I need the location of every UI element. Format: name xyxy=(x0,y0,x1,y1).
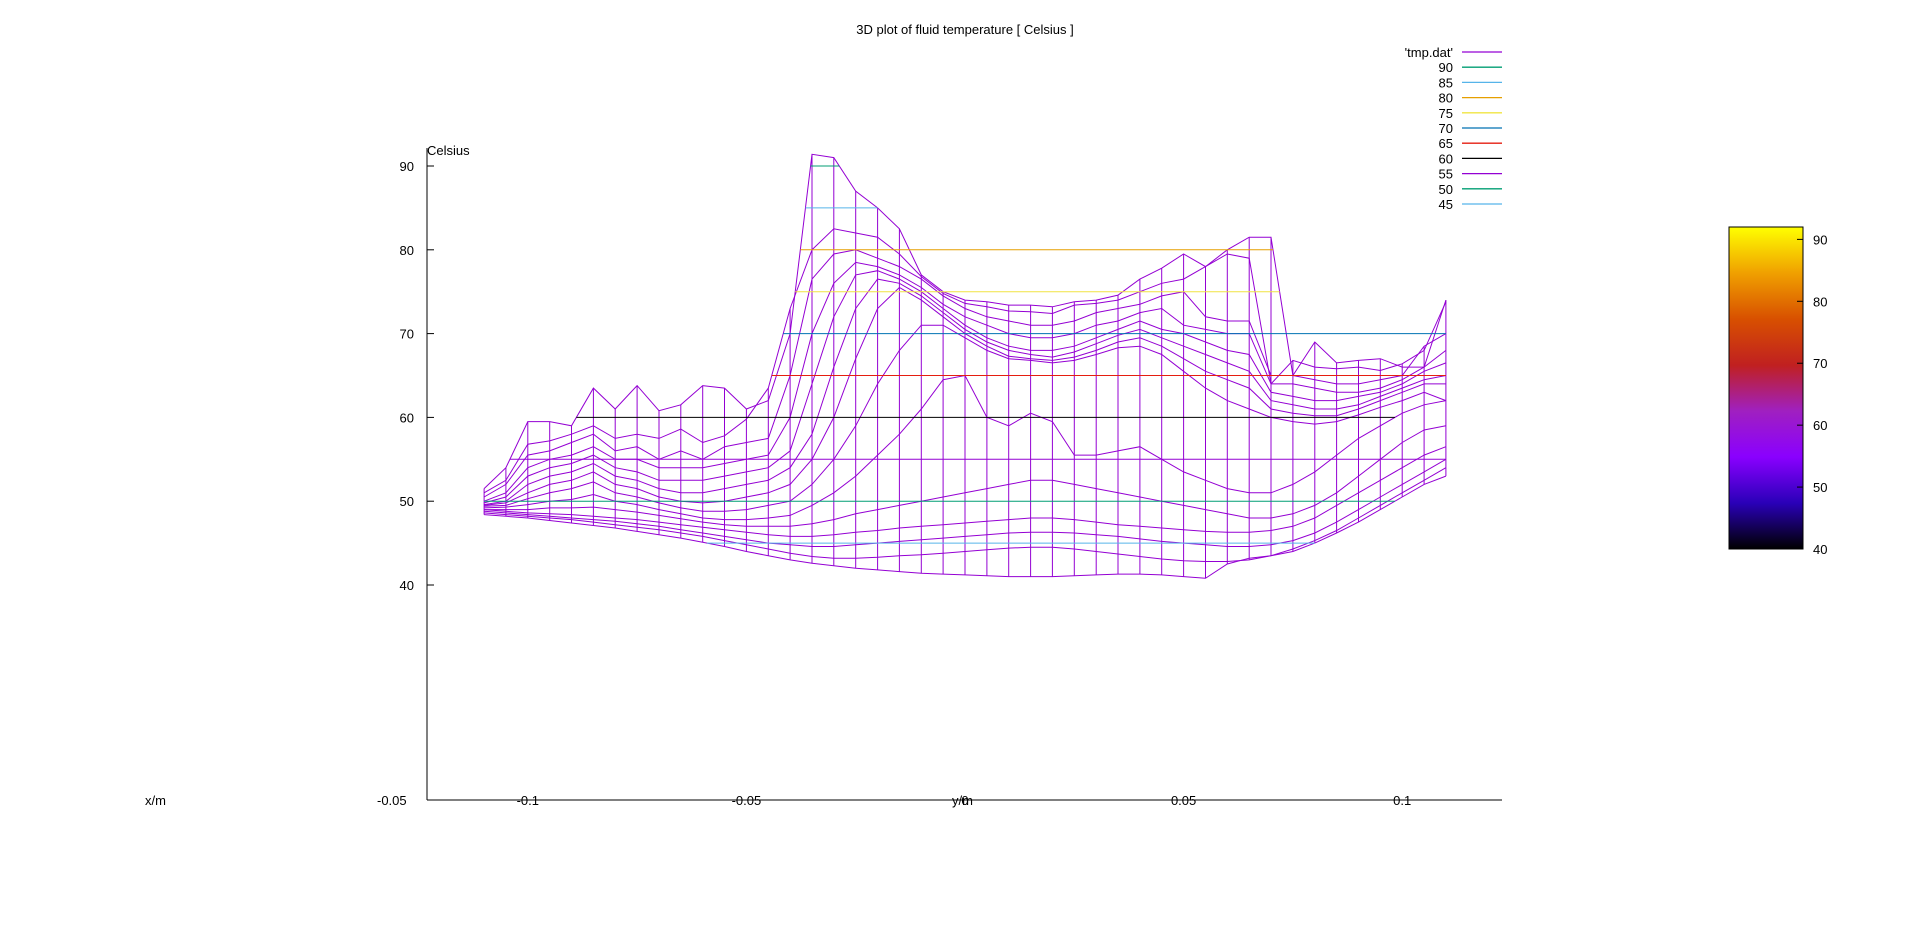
colorbar-tick-label: 50 xyxy=(1813,480,1827,495)
y-tick-label: 0.05 xyxy=(1171,793,1196,808)
z-tick-label: 90 xyxy=(400,159,414,174)
z-tick-label: 80 xyxy=(400,243,414,258)
colorbar-tick-label: 40 xyxy=(1813,542,1827,557)
z-axis-label: Celsius xyxy=(427,143,470,158)
chart-title: 3D plot of fluid temperature [ Celsius ] xyxy=(856,22,1074,37)
z-tick-label: 50 xyxy=(400,494,414,509)
x-axis-tick-overlap: -0.05 xyxy=(377,793,407,808)
colorbar-tick-label: 80 xyxy=(1813,294,1827,309)
z-tick-label: 70 xyxy=(400,327,414,342)
legend-label: 75 xyxy=(1439,106,1453,121)
colorbar-tick-label: 90 xyxy=(1813,232,1827,247)
contour-lines xyxy=(484,165,1446,544)
surface-wireframe xyxy=(483,153,1447,579)
legend-label: 70 xyxy=(1439,121,1453,136)
colorbar-tick-label: 70 xyxy=(1813,356,1827,371)
legend-label: 60 xyxy=(1439,151,1453,166)
legend-label: 45 xyxy=(1439,197,1453,212)
legend-label: 50 xyxy=(1439,182,1453,197)
legend-label: 'tmp.dat' xyxy=(1405,45,1453,60)
y-tick-label: 0 xyxy=(961,793,968,808)
colorbar-gradient xyxy=(1728,226,1804,550)
colorbar-ticks: 40 50 60 70 80 90 xyxy=(1797,232,1827,557)
legend-label: 65 xyxy=(1439,136,1453,151)
legend-label: 80 xyxy=(1439,91,1453,106)
y-tick-label: 0.1 xyxy=(1393,793,1411,808)
legend-label: 85 xyxy=(1439,75,1453,90)
colorbar-tick-label: 60 xyxy=(1813,418,1827,433)
z-axis-ticks: 40 50 60 70 80 90 xyxy=(400,159,434,593)
y-tick-label: -0.1 xyxy=(517,793,539,808)
y-tick-label: -0.05 xyxy=(732,793,762,808)
y-axis-ticks: -0.1 -0.05 0 0.05 0.1 xyxy=(517,793,1412,808)
y-axis-label: y/m xyxy=(952,793,973,808)
z-tick-label: 60 xyxy=(400,410,414,425)
legend-label: 55 xyxy=(1439,167,1453,182)
x-axis-label: x/m xyxy=(145,793,166,808)
z-tick-label: 40 xyxy=(400,578,414,593)
colorbar: 40 50 60 70 80 90 xyxy=(1728,226,1827,557)
legend-label: 90 xyxy=(1439,60,1453,75)
